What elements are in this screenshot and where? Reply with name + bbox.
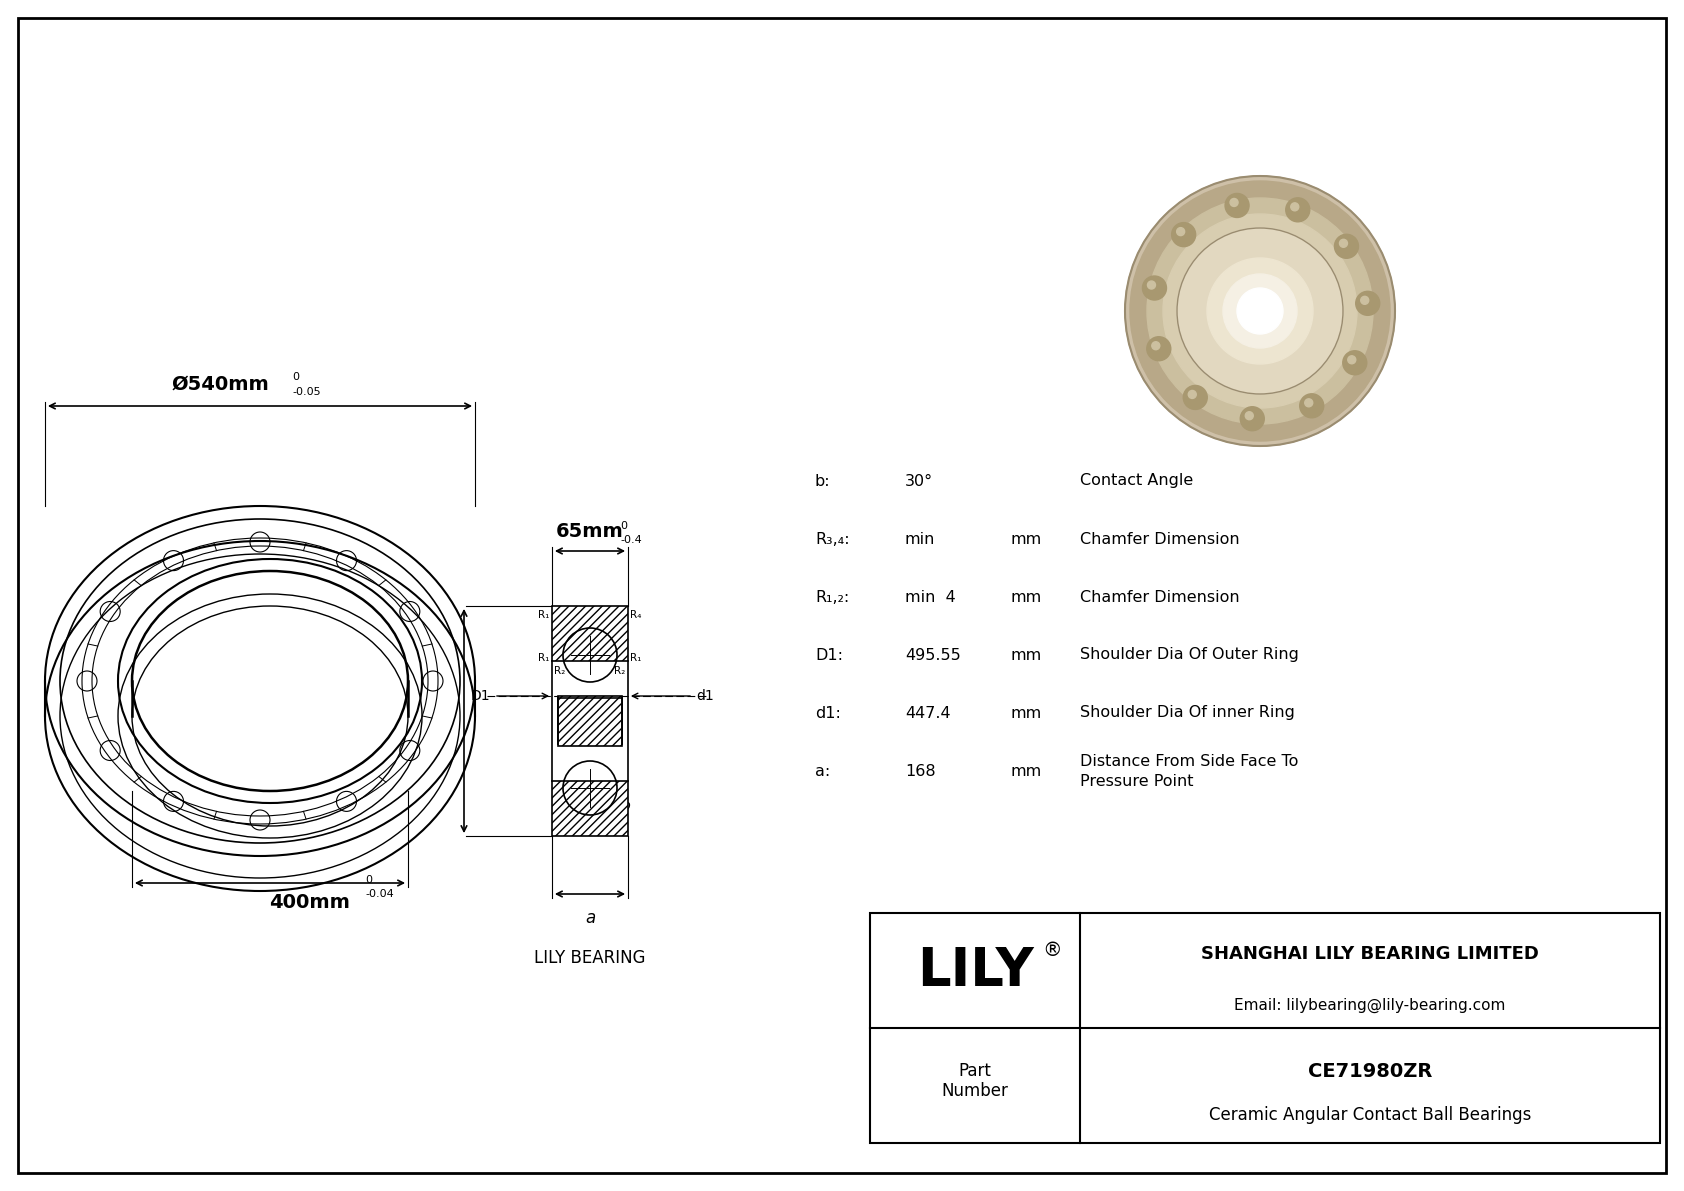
Text: min: min <box>904 531 935 547</box>
Text: 447.4: 447.4 <box>904 705 951 721</box>
Circle shape <box>1177 227 1184 236</box>
Text: D1:: D1: <box>815 648 844 662</box>
Circle shape <box>1164 214 1357 409</box>
Text: Part
Number: Part Number <box>941 1061 1009 1100</box>
Text: -0.04: -0.04 <box>365 888 394 899</box>
Bar <box>557 698 621 746</box>
Text: 0: 0 <box>291 372 300 382</box>
Text: -0.4: -0.4 <box>620 535 642 545</box>
Bar <box>552 606 628 661</box>
Circle shape <box>1305 399 1314 407</box>
Text: d1:: d1: <box>815 705 840 721</box>
Text: LILY: LILY <box>916 944 1034 997</box>
Text: R₁: R₁ <box>537 653 549 663</box>
Circle shape <box>1184 386 1207 410</box>
Text: Shoulder Dia Of inner Ring: Shoulder Dia Of inner Ring <box>1079 705 1295 721</box>
Text: Email: lilybearing@lily-bearing.com: Email: lilybearing@lily-bearing.com <box>1234 997 1505 1012</box>
Circle shape <box>1287 198 1310 222</box>
Text: 30°: 30° <box>904 474 933 488</box>
Circle shape <box>1300 394 1324 418</box>
Text: R₂: R₂ <box>554 666 566 676</box>
Circle shape <box>1342 351 1367 375</box>
Text: LILY BEARING: LILY BEARING <box>534 949 645 967</box>
Text: Chamfer Dimension: Chamfer Dimension <box>1079 590 1239 605</box>
Text: R₁,₂:: R₁,₂: <box>815 590 849 605</box>
Text: 495.55: 495.55 <box>904 648 962 662</box>
Text: R₁: R₁ <box>537 610 549 621</box>
Circle shape <box>1356 292 1379 316</box>
Text: -0.05: -0.05 <box>291 387 320 397</box>
Text: Pressure Point: Pressure Point <box>1079 773 1194 788</box>
Text: 400mm: 400mm <box>269 893 350 912</box>
Text: Distance From Side Face To: Distance From Side Face To <box>1079 755 1298 769</box>
Circle shape <box>1172 223 1196 247</box>
Circle shape <box>1361 297 1369 305</box>
Circle shape <box>1147 281 1155 289</box>
Bar <box>552 781 628 836</box>
Circle shape <box>1177 227 1344 394</box>
Circle shape <box>1334 235 1359 258</box>
Circle shape <box>1147 198 1372 424</box>
Text: R₃: R₃ <box>615 622 625 632</box>
Text: a: a <box>584 909 594 927</box>
Text: Ceramic Angular Contact Ball Bearings: Ceramic Angular Contact Ball Bearings <box>1209 1106 1531 1124</box>
Circle shape <box>1229 199 1238 206</box>
Text: R₃,₄:: R₃,₄: <box>815 531 850 547</box>
Text: a:: a: <box>815 763 830 779</box>
Text: R₂: R₂ <box>554 622 566 632</box>
Bar <box>871 913 1660 1143</box>
Text: b: b <box>621 799 632 813</box>
Text: ®: ® <box>1042 941 1061 960</box>
Text: d1: d1 <box>695 690 714 703</box>
Text: CE71980ZR: CE71980ZR <box>1308 1062 1431 1081</box>
Text: SHANGHAI LILY BEARING LIMITED: SHANGHAI LILY BEARING LIMITED <box>1201 946 1539 964</box>
Circle shape <box>1290 202 1298 211</box>
Text: R₂: R₂ <box>615 666 625 676</box>
Text: mm: mm <box>1010 763 1041 779</box>
Circle shape <box>1224 193 1250 218</box>
Text: b:: b: <box>815 474 830 488</box>
Text: mm: mm <box>1010 590 1041 605</box>
Circle shape <box>1142 276 1167 300</box>
Circle shape <box>1241 406 1265 431</box>
Text: Ø540mm: Ø540mm <box>172 375 269 394</box>
Circle shape <box>1147 337 1170 361</box>
Circle shape <box>1125 176 1394 445</box>
Text: R₁: R₁ <box>630 653 642 663</box>
Circle shape <box>1207 258 1314 364</box>
Circle shape <box>1244 412 1253 419</box>
Text: 0: 0 <box>365 875 372 885</box>
Text: 65mm: 65mm <box>556 522 623 541</box>
Text: Contact Angle: Contact Angle <box>1079 474 1194 488</box>
Text: mm: mm <box>1010 531 1041 547</box>
Circle shape <box>1152 342 1160 350</box>
Circle shape <box>1238 288 1283 333</box>
Text: Chamfer Dimension: Chamfer Dimension <box>1079 531 1239 547</box>
Text: 0: 0 <box>620 520 626 531</box>
Text: mm: mm <box>1010 705 1041 721</box>
Circle shape <box>1223 274 1297 348</box>
Text: D1: D1 <box>470 690 490 703</box>
Bar <box>557 696 621 744</box>
Circle shape <box>1130 181 1389 441</box>
Text: mm: mm <box>1010 648 1041 662</box>
Text: min  4: min 4 <box>904 590 957 605</box>
Text: 168: 168 <box>904 763 936 779</box>
Text: R₄: R₄ <box>630 610 642 621</box>
Circle shape <box>1189 391 1196 399</box>
Circle shape <box>1347 356 1356 363</box>
Circle shape <box>1339 239 1347 248</box>
Text: Shoulder Dia Of Outer Ring: Shoulder Dia Of Outer Ring <box>1079 648 1298 662</box>
